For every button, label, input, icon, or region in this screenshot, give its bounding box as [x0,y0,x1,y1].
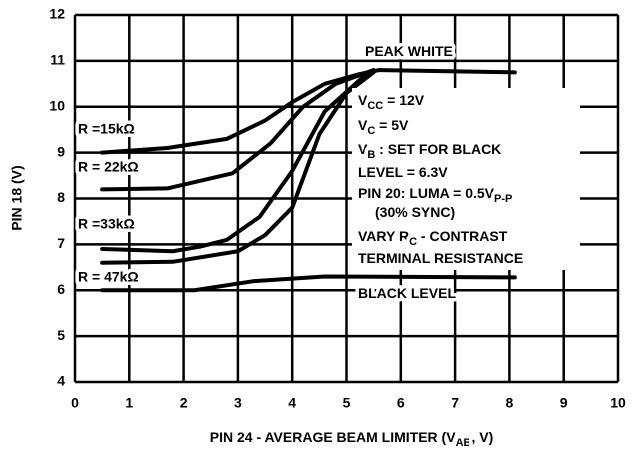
annotation: TERMINAL RESISTANCE [358,250,523,266]
x-axis-label-sub: AB [456,437,472,449]
annotation-part: LEVEL = 6.3V [358,164,448,180]
y-tick-label: 7 [57,235,65,251]
annotation-sub: P-P [494,193,512,205]
x-tick-label: 8 [506,395,514,411]
y-tick-label: 6 [57,281,65,297]
annotation-part: : SET FOR BLACK [375,141,501,157]
annotation-part: = 12V [383,92,425,108]
y-tick-label: 9 [57,143,65,159]
annotation-part: - CONTRAST [417,228,508,244]
annotation: VB : SET FOR BLACK [358,141,501,161]
x-tick-label: 2 [180,395,188,411]
annotation-part: BLACK LEVEL [358,285,456,301]
x-tick-label: 5 [343,395,351,411]
series-line [100,70,371,254]
x-axis-label-part: , V) [471,429,493,445]
annotation: LEVEL = 6.3V [358,164,448,180]
annotation-sub: C [409,236,417,248]
x-tick-label: 3 [234,395,242,411]
x-tick-label: 0 [71,395,79,411]
x-tick-label: 7 [451,395,459,411]
annotation-part: V [358,117,368,133]
series-label: R = 47kΩ [78,269,139,285]
y-tick-label: 10 [49,97,65,113]
annotation-part: V [358,92,368,108]
annotation: BLACK LEVEL [358,285,456,301]
annotation: VCC = 12V [358,92,425,112]
series-label: R =33kΩ [78,216,135,232]
series-line [100,274,517,293]
annotation-part: = 5V [375,117,409,133]
annotation-part: (30% SYNC) [375,204,455,220]
annotation: VARY RC - CONTRAST [358,228,508,248]
y-tick-label: 5 [57,327,65,343]
y-tick-label: 8 [57,189,65,205]
x-tick-label: 9 [560,395,568,411]
y-tick-label: 11 [50,52,65,68]
annotation-part: TERMINAL RESISTANCE [358,250,523,266]
series-line [100,68,376,192]
annotation-sub: B [367,149,375,161]
series-line [100,70,376,265]
y-tick-label: 4 [57,373,65,389]
series-label: R =15kΩ [78,121,135,137]
x-tick-label: 1 [125,395,133,411]
x-tick-label: 4 [288,395,296,411]
annotation-part: PIN 20: LUMA = 0.5V [358,185,495,201]
annotation: PEAK WHITE [365,43,453,59]
series-label: R = 22kΩ [78,159,139,175]
annotation: PIN 20: LUMA = 0.5VP-P [358,185,512,205]
annotation-part: PEAK WHITE [365,43,453,59]
annotation-part: V [358,141,368,157]
annotation-sub: CC [367,100,383,112]
annotation-part: VARY R [358,228,409,244]
x-axis-label: PIN 24 - AVERAGE BEAM LIMITER (VAB, V) [210,429,493,449]
x-tick-label: 6 [397,395,405,411]
annotation: VC = 5V [358,117,409,137]
annotation-sub: C [367,125,375,137]
annotation: (30% SYNC) [375,204,455,220]
lines [100,68,517,293]
annotation-box [352,88,580,270]
x-tick-label: 10 [610,395,626,411]
y-axis-label: PIN 18 (V) [9,165,25,230]
x-axis-label-part: PIN 24 - AVERAGE BEAM LIMITER (V [210,429,456,445]
y-tick-label: 12 [49,6,65,22]
